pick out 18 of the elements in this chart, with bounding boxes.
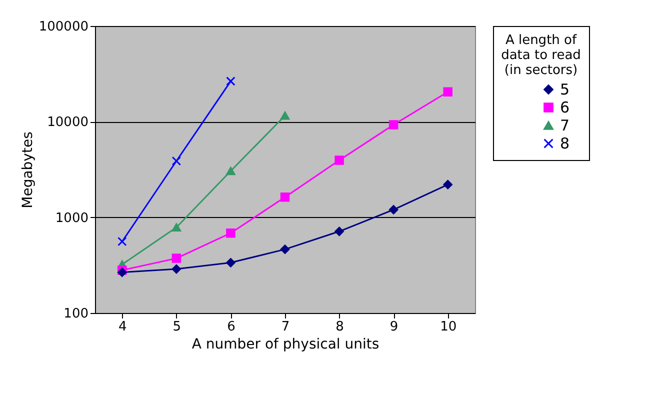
x-tick-label: 5 — [172, 320, 182, 334]
x-tick-label: 10 — [440, 320, 457, 334]
x-tick-label: 6 — [227, 320, 236, 334]
y-tick-label: 100000 — [38, 20, 88, 34]
x-tick-label: 7 — [281, 320, 290, 334]
y-tick-label: 1000 — [55, 210, 88, 226]
x-axis-title: A number of physical units — [192, 336, 380, 352]
y-tick-label: 100 — [64, 306, 88, 322]
legend-title: A length of data to read (in sectors) — [501, 33, 581, 78]
x-tick-label: 4 — [118, 320, 127, 334]
y-axis-title: Megabytes — [20, 132, 36, 208]
legend-label: 8 — [560, 134, 570, 152]
x-tick-label: 9 — [390, 320, 398, 334]
legend-label: 7 — [560, 116, 570, 134]
legend-label: 6 — [560, 98, 570, 116]
legend-label: 5 — [560, 80, 570, 98]
x-tick-label: 8 — [336, 320, 344, 334]
y-tick-label: 10000 — [47, 115, 88, 130]
